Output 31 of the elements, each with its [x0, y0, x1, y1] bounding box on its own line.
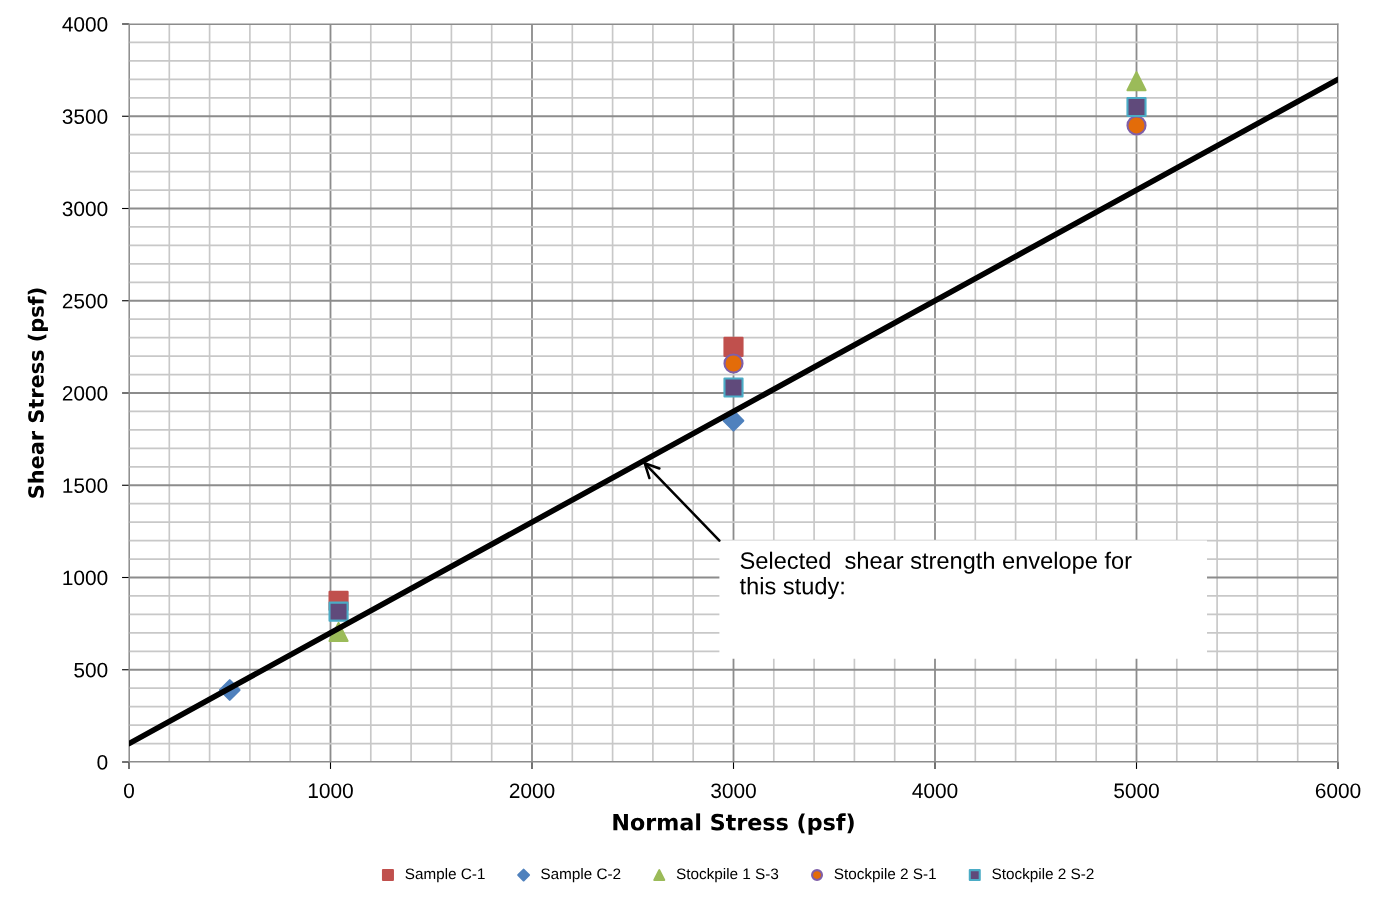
point — [1126, 96, 1147, 118]
x-tick-label: 6000 — [1315, 783, 1361, 799]
x-tick-label: 1000 — [308, 783, 353, 799]
y-axis-title: Shear Stress (psf) — [27, 288, 48, 498]
y-tick-label: 2000 — [62, 386, 108, 401]
point — [1126, 115, 1147, 136]
legend-label: Stockpile 2 S-1 — [834, 868, 936, 883]
y-tick-label: 4000 — [62, 17, 108, 32]
y-tick-label: 3500 — [62, 109, 108, 124]
y-tick-label: 1000 — [63, 570, 108, 586]
x-axis-title: Normal Stress (psf) — [613, 813, 854, 835]
y-tick-label: 500 — [74, 662, 108, 678]
point — [1126, 71, 1147, 92]
y-tick-label: 1500 — [63, 478, 108, 493]
x-tick-label: 5000 — [1114, 783, 1159, 799]
legend-label: Sample C-2 — [541, 868, 621, 883]
legend-label: Stockpile 2 S-2 — [992, 868, 1094, 883]
point — [328, 601, 349, 622]
point — [723, 353, 744, 374]
point — [723, 336, 744, 357]
x-tick-label: 3000 — [711, 783, 756, 799]
annotation: Selected shear strength envelope for this study: — [739, 551, 1132, 600]
x-tick-label: 2000 — [509, 783, 555, 799]
legend-label: Sample C-1 — [405, 868, 485, 883]
x-tick-label: 4000 — [912, 783, 958, 799]
y-tick-label: 3000 — [62, 201, 108, 217]
x-tick-label: 0 — [124, 783, 134, 799]
y-tick-label: 0 — [97, 755, 108, 770]
legend-label: Stockpile 1 S-3 — [676, 868, 779, 883]
y-tick-label: 2500 — [62, 293, 108, 309]
point — [723, 377, 744, 398]
